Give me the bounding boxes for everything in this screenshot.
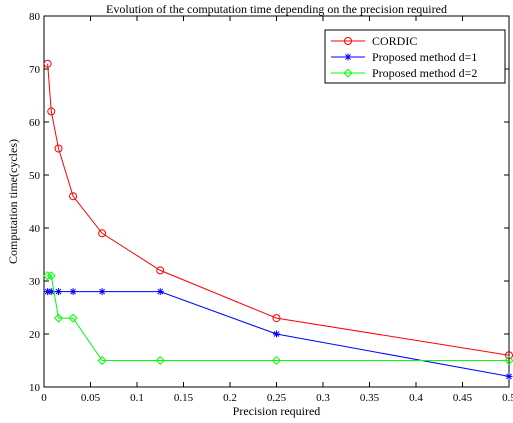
legend-label-proposed-method-d-1: Proposed method d=1 (372, 50, 477, 64)
data-point-cordic (47, 107, 56, 116)
data-point-proposed-method-d-1 (98, 288, 106, 296)
x-tick-label: 0.3 (316, 392, 330, 404)
y-tick-label: 60 (29, 117, 41, 129)
legend-marker-proposed-method-d-2 (343, 68, 353, 78)
data-point-proposed-method-d-2 (155, 355, 165, 366)
x-tick-label: 0.25 (267, 392, 287, 404)
data-point-cordic (69, 192, 78, 201)
data-point-cordic (272, 314, 281, 323)
x-tick-label: 0.15 (174, 392, 194, 404)
y-tick-label: 30 (29, 276, 41, 288)
chart-title: Evolution of the computation time depend… (106, 2, 447, 16)
data-point-proposed-method-d-1 (273, 330, 280, 338)
data-point-proposed-method-d-2 (54, 313, 64, 323)
plot-area: 0 0.05 0.1 0.15 0.2 0.25 0.3 0.35 0.4 0.45 0.5 10 20… (29, 11, 513, 404)
legend-marker-proposed-method-d-1 (344, 53, 352, 61)
data-point-proposed-method-d-1 (505, 372, 513, 380)
legend-label-cordic: CORDIC (372, 34, 417, 48)
y-tick-label: 70 (29, 64, 41, 76)
data-point-proposed-method-d-2 (271, 355, 282, 366)
data-point-cordic (54, 144, 63, 153)
x-tick-label: 0.4 (409, 392, 423, 404)
data-point-proposed-method-d-2 (97, 355, 107, 366)
x-tick-label: 0.05 (81, 392, 101, 404)
data-point-cordic (98, 229, 107, 238)
data-point-proposed-method-d-1 (55, 288, 63, 296)
series-line-cordic (47, 63, 510, 356)
data-point-proposed-method-d-1 (69, 288, 77, 296)
y-axis-label: Computation time(cycles) (6, 139, 20, 264)
y-tick-label: 40 (29, 223, 41, 235)
legend-marker-cordic (344, 37, 352, 45)
data-point-proposed-method-d-2 (43, 271, 53, 281)
y-tick-label: 80 (29, 11, 41, 23)
y-tick-label: 20 (29, 329, 41, 341)
legend-label-proposed-method-d-2: Proposed method d=2 (372, 66, 477, 80)
y-tick-label: 50 (29, 170, 41, 182)
data-point-proposed-method-d-2 (68, 313, 78, 323)
series-line-proposed-method-d-2 (47, 275, 509, 361)
data-point-cordic (43, 59, 52, 68)
x-tick-label: 0.35 (360, 392, 380, 404)
x-axis-label: Precision required (233, 404, 321, 418)
x-tick-label: 0.5 (502, 392, 513, 404)
data-point-cordic (156, 266, 165, 275)
x-tick-label: 0.2 (223, 392, 237, 404)
data-point-proposed-method-d-2 (46, 271, 56, 281)
x-tick-label: 0 (41, 392, 47, 404)
data-point-proposed-method-d-1 (156, 288, 164, 296)
y-tick-label: 10 (29, 382, 41, 394)
legend: CORDIC Proposed method d=1 Proposed method… (324, 29, 506, 84)
x-tick-label: 0.1 (130, 392, 144, 404)
x-tick-label: 0.45 (453, 392, 473, 404)
data-point-proposed-method-d-2 (504, 355, 513, 366)
